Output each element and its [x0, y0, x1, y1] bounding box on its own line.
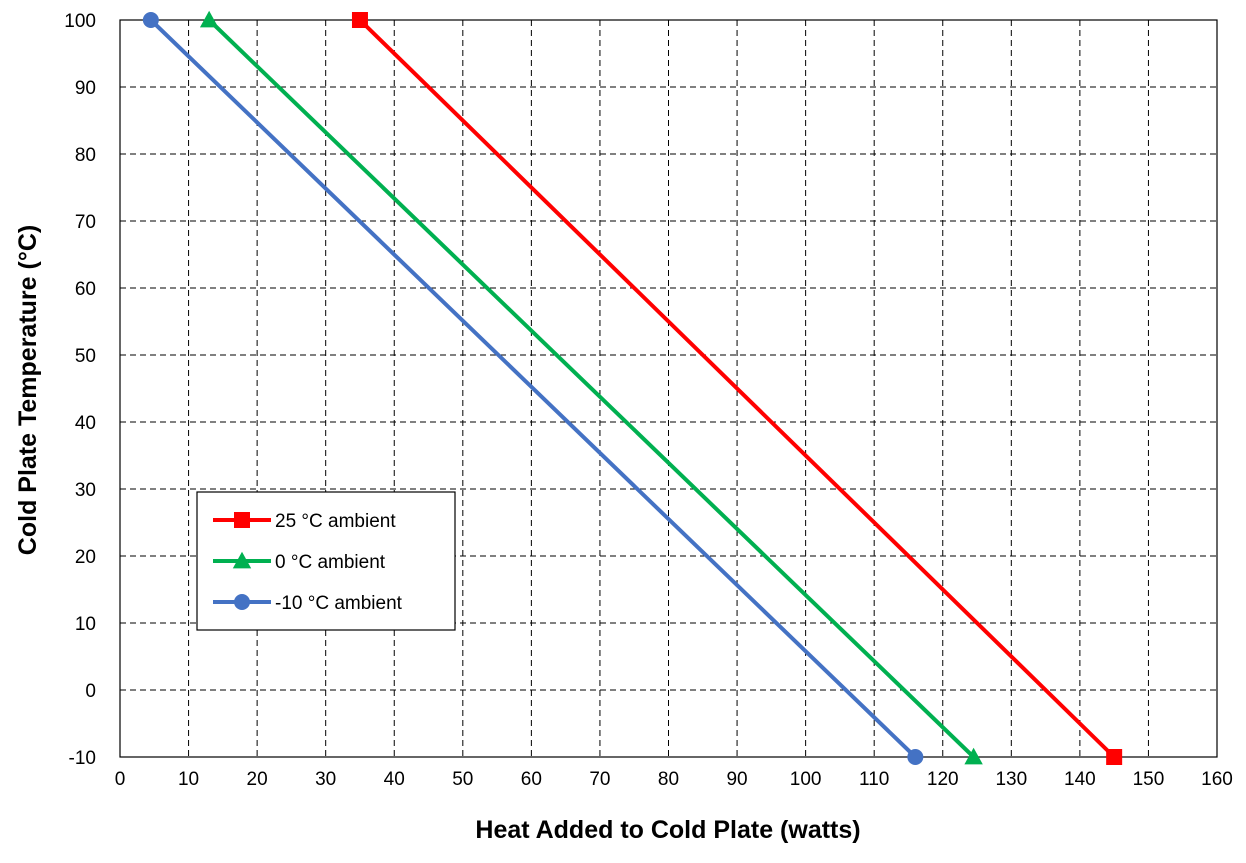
series-line: [207, 18, 975, 759]
x-tick-label: 60: [521, 769, 542, 790]
x-tick-label: 130: [995, 769, 1027, 790]
y-axis-title: Cold Plate Temperature (°C): [14, 225, 42, 555]
legend-marker: [234, 512, 250, 528]
x-tick-label: 160: [1201, 769, 1233, 790]
x-axis-title: Heat Added to Cold Plate (watts): [475, 816, 860, 844]
y-tick-label: -10: [69, 748, 96, 769]
x-tick-label: 70: [589, 769, 610, 790]
y-tick-label: 70: [75, 212, 96, 233]
series-2: [142, 12, 924, 765]
legend-entry: 0 °C ambient: [213, 551, 386, 573]
data-point: [199, 10, 219, 28]
series-line: [358, 18, 1116, 759]
y-tick-label: 50: [75, 346, 96, 367]
y-tick-label: 100: [64, 11, 96, 32]
y-tick-label: 30: [75, 480, 96, 501]
plot-area: [119, 19, 1218, 758]
legend-entry: 25 °C ambient: [213, 511, 396, 532]
x-tick-label: 40: [384, 769, 405, 790]
x-tick-label: 140: [1064, 769, 1096, 790]
x-tick-label: 90: [726, 769, 747, 790]
y-tick-label: 10: [75, 614, 96, 635]
legend: 25 °C ambient 0 °C ambient -10 °C ambient: [196, 491, 456, 631]
x-tick-label: 80: [658, 769, 679, 790]
y-tick-label: 0: [85, 681, 96, 702]
x-tick-label: 50: [452, 769, 473, 790]
x-tick-label: 30: [315, 769, 336, 790]
x-tick-label: 100: [790, 769, 822, 790]
series-line: [149, 18, 917, 759]
data-point: [964, 747, 983, 765]
legend-label: 25 °C ambient: [275, 511, 396, 532]
legend-marker: [234, 594, 250, 610]
data-point: [1106, 749, 1123, 765]
legend-entry: -10 °C ambient: [213, 593, 403, 614]
legend-label: 0 °C ambient: [275, 552, 386, 573]
x-tick-label: 10: [178, 769, 199, 790]
series-1: [199, 10, 983, 765]
x-tick-label: 120: [927, 769, 959, 790]
series-layer: [142, 10, 1123, 765]
x-tick-label: 0: [115, 769, 126, 790]
series-0: [351, 12, 1123, 765]
x-tick-label: 150: [1133, 769, 1165, 790]
y-tick-label: 60: [75, 279, 96, 300]
tick-labels: 0 10 20 30 40 50 60 70 80 90 100 110 120 130 140 150 160…: [64, 11, 1233, 790]
data-point: [351, 12, 368, 28]
y-tick-label: 90: [75, 78, 96, 99]
legend-marker: [232, 551, 252, 569]
y-tick-label: 20: [75, 547, 96, 568]
x-tick-label: 110: [859, 769, 889, 790]
data-point: [142, 12, 159, 28]
data-point: [907, 749, 924, 765]
y-tick-label: 40: [75, 413, 96, 434]
y-tick-label: 80: [75, 145, 96, 166]
legend-label: -10 °C ambient: [275, 593, 403, 614]
grid: [120, 20, 1217, 757]
x-tick-label: 20: [247, 769, 268, 790]
